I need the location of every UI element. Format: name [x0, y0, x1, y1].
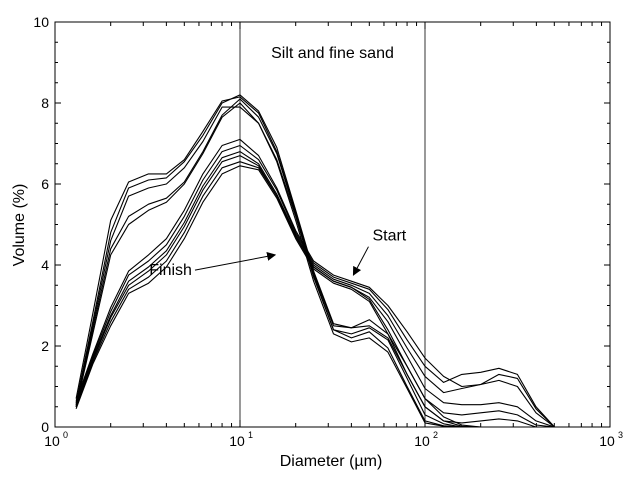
annotation-arrow-start [352, 246, 369, 276]
x-tick-label-exponent: 2 [433, 430, 438, 440]
series-line-9 [75, 155, 555, 428]
x-tick-label: 10 [229, 433, 245, 449]
y-axis-title: Volume (%) [11, 184, 28, 267]
x-tick-label-exponent: 3 [618, 430, 623, 440]
x-tick-label: 10 [599, 433, 615, 449]
series-layer [75, 94, 555, 428]
series-line-10 [75, 161, 555, 428]
series-line-8 [75, 151, 555, 428]
y-tick-label: 6 [41, 176, 49, 192]
y-tick-label: 8 [41, 95, 49, 111]
region-label: Silt and fine sand [271, 45, 394, 62]
y-tick-label: 10 [33, 14, 49, 30]
annotation-label-finish: Finish [149, 262, 192, 279]
y-tick-label: 2 [41, 338, 49, 354]
x-tick-label-exponent: 1 [248, 430, 253, 440]
y-tick-label: 4 [41, 257, 49, 273]
annotation-label-start: Start [372, 228, 406, 245]
series-line-4 [75, 98, 555, 428]
annotation-layer: Start Finish [149, 228, 407, 279]
region-layer: Silt and fine sand [239, 22, 426, 427]
annotation-arrow-finish [194, 251, 277, 271]
y-tick-label: 0 [41, 419, 49, 435]
x-axis-title: Diameter (µm) [280, 453, 383, 470]
series-line-5 [75, 102, 555, 428]
x-tick-label-exponent: 0 [63, 430, 68, 440]
series-line-11 [75, 165, 555, 428]
plot-frame [54, 21, 611, 428]
series-line-6 [75, 138, 555, 428]
x-tick-label: 10 [414, 433, 430, 449]
series-line-7 [75, 144, 555, 428]
x-tick-label: 10 [44, 433, 60, 449]
